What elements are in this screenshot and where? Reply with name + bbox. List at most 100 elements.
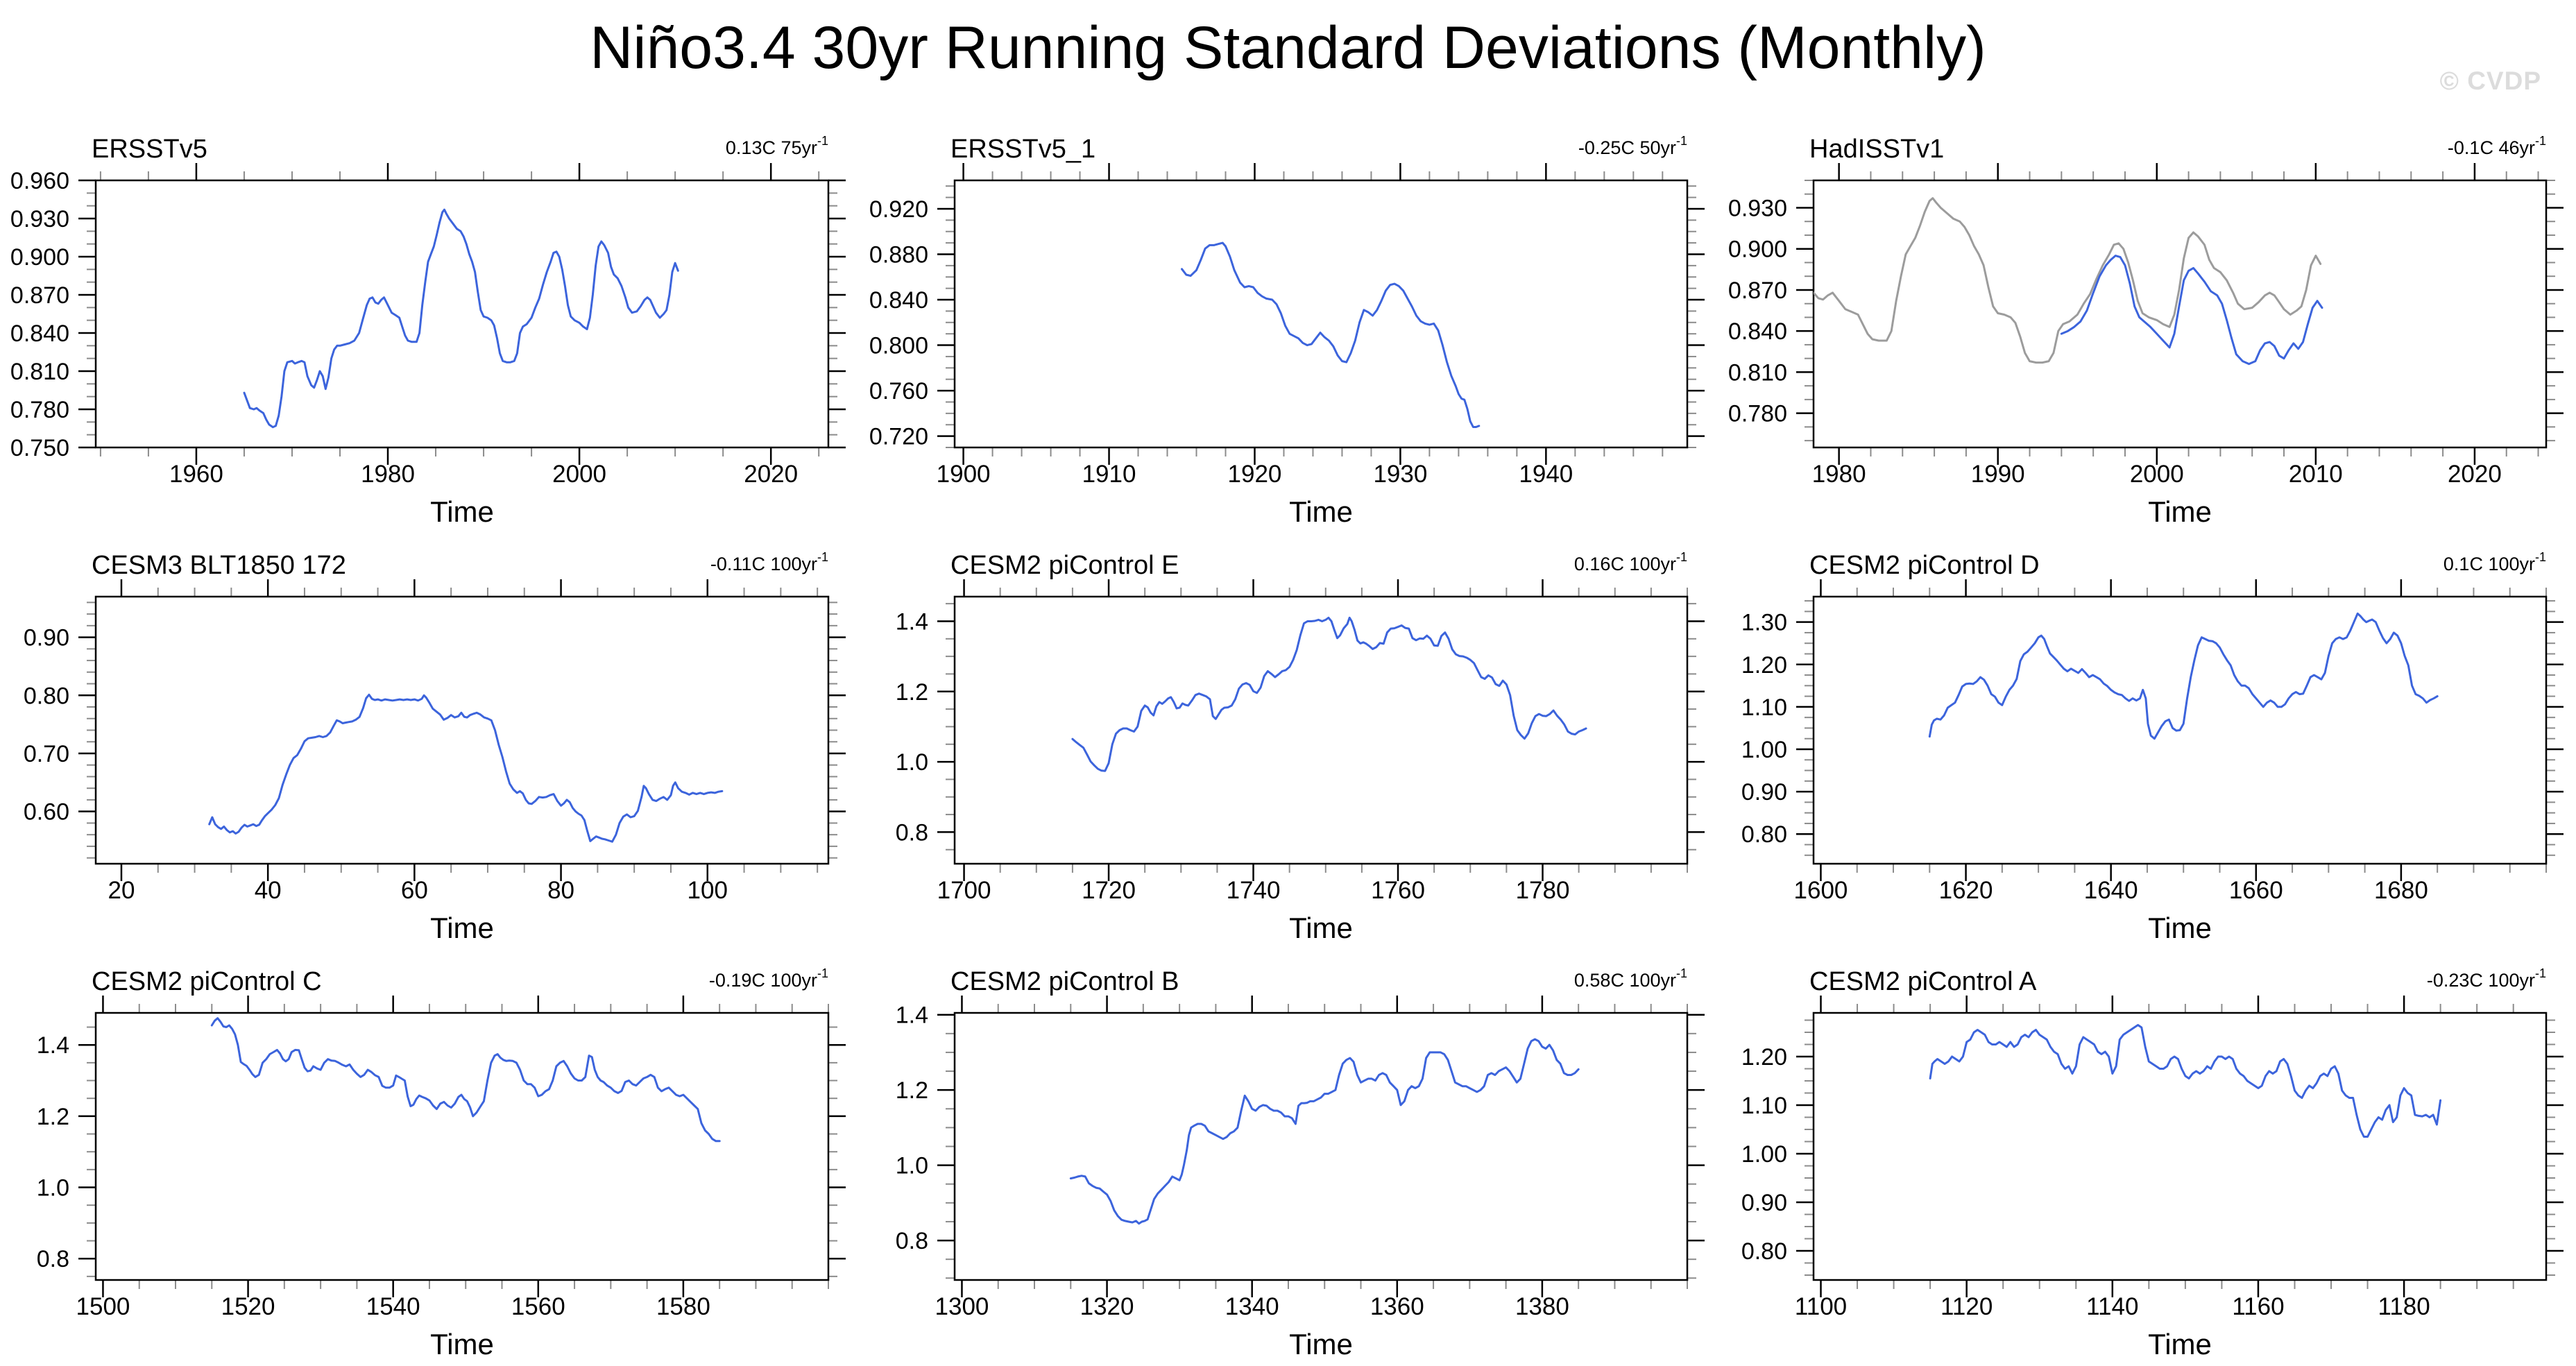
series-line-hadisstv1 — [2060, 255, 2323, 366]
y-tick-label: 0.840 — [10, 321, 69, 347]
x-axis-title: Time — [1289, 912, 1353, 944]
chart-panel-7: CESM2 piControl C -0.19C 100yr-1 1500 1520 1… — [37, 966, 846, 1360]
chart-panel-3: HadISSTv1 -0.1C 46yr-1 1980 1990 2000 2010 202… — [1728, 134, 2564, 528]
y-tick-label: 1.00 — [1741, 1141, 1787, 1168]
panel-title: ERSSTv5 — [92, 135, 207, 164]
cvdp-watermark: © CVDP — [2439, 67, 2541, 95]
y-tick-label: 1.10 — [1741, 694, 1787, 721]
chart-panel-5: CESM2 piControl E 0.16C 100yr-1 1700 1720 17… — [896, 550, 1705, 944]
chart-panel-6: CESM2 piControl D 0.1C 100yr-1 1600 1620 164… — [1741, 550, 2564, 944]
x-tick-label: 1560 — [511, 1293, 565, 1320]
chart-panel-1: ERSSTv5 0.13C 75yr-1 1960 1980 2000 2020 0.750… — [10, 134, 846, 528]
panel-title: CESM3 BLT1850 172 — [92, 551, 346, 580]
plot-frame — [953, 1011, 1689, 1281]
x-tick-label: 1960 — [169, 461, 223, 488]
x-tick-label: 1980 — [361, 461, 415, 488]
x-tick-label: 2020 — [2448, 461, 2502, 488]
plot-frame — [1812, 595, 2548, 865]
y-tick-label: 0.870 — [10, 282, 69, 309]
x-tick-label: 100 — [688, 877, 728, 904]
plot-frame — [94, 1011, 830, 1281]
y-tick-label: 1.0 — [896, 1153, 928, 1179]
y-tick-label: 1.10 — [1741, 1093, 1787, 1119]
x-tick-label: 1120 — [1940, 1293, 1993, 1320]
y-tick-label: 1.0 — [37, 1175, 69, 1202]
series-line-cesm2-picontrol-c — [210, 1017, 721, 1143]
trend-annotation: 0.13C 75yr-1 — [726, 134, 828, 158]
chart-panel-9: CESM2 piControl A -0.23C 100yr-1 1100 1120 1… — [1741, 966, 2564, 1360]
x-tick-label: 1500 — [76, 1293, 130, 1320]
trend-annotation-main: 0.13C 75yr — [726, 137, 817, 158]
y-tick-label: 0.840 — [869, 287, 928, 314]
y-tick-label: 0.80 — [24, 683, 69, 709]
trend-annotation: -0.23C 100yr-1 — [2427, 966, 2546, 991]
trend-annotation: -0.25C 50yr-1 — [1578, 134, 1687, 158]
panel-title: CESM2 piControl E — [950, 551, 1179, 580]
x-tick-label: 1920 — [1228, 461, 1282, 488]
plot-frame — [953, 179, 1689, 449]
trend-annotation-exp: -1 — [1676, 966, 1687, 980]
y-tick-label: 1.20 — [1741, 1044, 1787, 1070]
x-tick-label: 2000 — [2130, 461, 2184, 488]
chart-panel-8: CESM2 piControl B 0.58C 100yr-1 1300 1320 13… — [896, 966, 1705, 1360]
y-tick-label: 0.840 — [1728, 318, 1787, 345]
x-tick-label: 1140 — [2086, 1293, 2138, 1320]
x-tick-label: 1760 — [1371, 877, 1425, 904]
x-tick-label: 1900 — [937, 461, 991, 488]
x-tick-label: 1300 — [935, 1293, 989, 1320]
y-tick-label: 0.8 — [37, 1246, 69, 1272]
panel-title: HadISSTv1 — [1809, 135, 1944, 164]
chart-panel-2: ERSSTv5_1 -0.25C 50yr-1 1900 1910 1920 1930 19… — [869, 134, 1705, 528]
x-tick-label: 1680 — [2374, 877, 2428, 904]
x-axis-title: Time — [1289, 495, 1353, 528]
y-tick-label: 1.4 — [37, 1032, 69, 1059]
x-tick-label: 1620 — [1939, 877, 1993, 904]
panel-title: CESM2 piControl B — [950, 967, 1179, 996]
trend-annotation-exp: -1 — [2535, 550, 2546, 564]
panel-title: ERSSTv5_1 — [950, 135, 1095, 164]
x-tick-label: 1740 — [1227, 877, 1281, 904]
y-tick-label: 0.90 — [24, 625, 69, 651]
trend-annotation-exp: -1 — [817, 134, 828, 148]
chart-panel-4: CESM3 BLT1850 172 -0.11C 100yr-1 20 40 60 80 1… — [24, 550, 846, 944]
x-tick-label: 2010 — [2289, 461, 2343, 488]
y-tick-label: 0.80 — [1741, 821, 1787, 848]
x-tick-label: 1700 — [937, 877, 991, 904]
x-tick-label: 1980 — [1812, 461, 1866, 488]
trend-annotation-exp: -1 — [1676, 550, 1687, 564]
x-axis-title: Time — [2148, 495, 2212, 528]
y-tick-label: 0.810 — [1728, 359, 1787, 386]
trend-annotation: 0.58C 100yr-1 — [1574, 966, 1687, 991]
x-tick-label: 1340 — [1225, 1293, 1279, 1320]
trend-annotation: -0.1C 46yr-1 — [2448, 134, 2546, 158]
y-tick-label: 0.780 — [10, 397, 69, 423]
y-tick-label: 0.8 — [896, 1228, 928, 1254]
series-line-cesm2-picontrol-b — [1069, 1038, 1580, 1225]
x-tick-label: 1660 — [2229, 877, 2283, 904]
series-line-ersstv5_1 — [1181, 241, 1481, 428]
y-tick-label: 0.90 — [1741, 1190, 1787, 1216]
y-tick-label: 0.70 — [24, 741, 69, 767]
plot-frame — [94, 595, 830, 865]
x-tick-label: 2020 — [744, 461, 798, 488]
y-tick-label: 0.8 — [896, 819, 928, 846]
trend-annotation: -0.19C 100yr-1 — [709, 966, 828, 991]
x-tick-label: 1940 — [1519, 461, 1573, 488]
series-line-ersstv5 — [243, 208, 679, 429]
x-tick-label: 80 — [547, 877, 574, 904]
x-tick-label: 40 — [255, 877, 282, 904]
plot-frame — [953, 595, 1689, 865]
x-axis-title: Time — [1289, 1328, 1353, 1360]
trend-annotation-exp: -1 — [817, 550, 828, 564]
trend-annotation: -0.11C 100yr-1 — [710, 550, 828, 574]
x-axis-title: Time — [2148, 912, 2212, 944]
y-tick-label: 0.920 — [869, 196, 928, 223]
x-tick-label: 1380 — [1515, 1293, 1569, 1320]
x-tick-label: 1720 — [1082, 877, 1136, 904]
y-tick-label: 1.20 — [1741, 652, 1787, 678]
trend-annotation-main: 0.58C 100yr — [1574, 970, 1676, 991]
trend-annotation-exp: -1 — [2535, 134, 2546, 148]
y-tick-label: 0.930 — [1728, 195, 1787, 221]
y-tick-label: 1.0 — [896, 749, 928, 776]
trend-annotation-main: -0.23C 100yr — [2427, 970, 2535, 991]
